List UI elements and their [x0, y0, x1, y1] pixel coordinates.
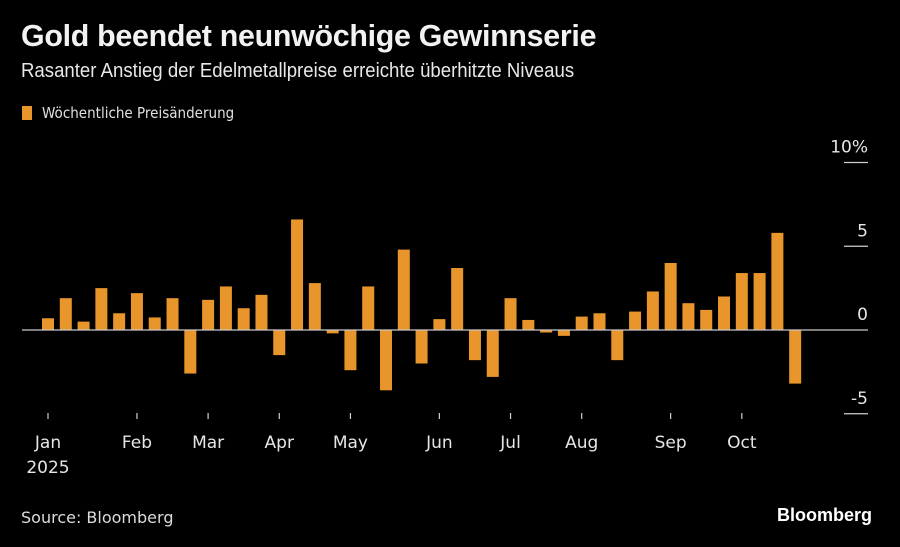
legend-label: Wöchentliche Preisänderung	[42, 104, 235, 122]
bar	[219, 286, 232, 330]
bar	[486, 330, 499, 377]
x-tick-label: Apr	[265, 433, 294, 453]
x-tick-label: Feb	[122, 433, 152, 453]
bloomberg-logo: Bloomberg	[776, 505, 872, 525]
x-axis: Jan 2025 Feb Mar Apr May Jun Jul Aug Sep Oct	[26, 413, 757, 478]
bar	[308, 283, 321, 330]
bar	[451, 268, 464, 330]
bar	[522, 319, 535, 330]
bar	[166, 298, 179, 330]
bar	[789, 330, 802, 384]
x-tick-label: Jun	[425, 433, 453, 453]
bar	[273, 330, 286, 356]
bar	[113, 313, 126, 330]
bar	[59, 298, 72, 330]
bar	[575, 316, 588, 330]
bar	[148, 317, 161, 330]
x-tick-label: Jan	[34, 433, 61, 453]
bar	[415, 330, 428, 364]
bar	[557, 330, 570, 336]
bar	[130, 293, 143, 330]
bar	[77, 321, 90, 330]
x-tick-sublabel: 2025	[26, 458, 69, 478]
chart-title: Gold beendet neunwöchige Gewinnserie	[21, 18, 597, 53]
bar	[237, 308, 250, 330]
x-tick-label: Jul	[499, 433, 521, 453]
bar	[433, 319, 446, 330]
legend-swatch	[22, 106, 32, 120]
source-note: Source: Bloomberg	[21, 508, 174, 527]
chart-subtitle: Rasanter Anstieg der Edelmetallpreise er…	[21, 60, 575, 82]
bar	[42, 318, 54, 330]
legend: Wöchentliche Preisänderung	[22, 104, 256, 122]
x-tick-label: Aug	[565, 433, 598, 453]
bar	[611, 330, 624, 361]
bar	[593, 313, 606, 330]
y-tick-label: 10%	[830, 138, 868, 158]
bar	[718, 296, 731, 330]
bar	[504, 298, 517, 330]
bar	[326, 330, 339, 334]
bar	[95, 288, 108, 330]
y-tick-label: -5	[851, 389, 868, 409]
bar	[771, 232, 784, 330]
bar	[202, 299, 215, 330]
bar	[646, 291, 659, 330]
bar	[682, 303, 695, 330]
bar	[255, 294, 268, 330]
bar	[291, 219, 304, 330]
bars-group	[42, 219, 802, 391]
y-tick-label: 5	[857, 221, 868, 241]
bar	[540, 330, 553, 333]
bar	[344, 330, 357, 371]
x-tick-label: May	[333, 433, 368, 453]
bar	[753, 273, 766, 330]
bar	[664, 263, 677, 330]
bar	[700, 309, 713, 330]
bar	[397, 249, 410, 330]
bar	[184, 330, 197, 374]
y-tick-label: 0	[857, 305, 868, 325]
bar	[629, 311, 642, 330]
x-tick-label: Oct	[727, 433, 757, 453]
y-axis: 10% 5 0 -5	[22, 138, 868, 415]
bar	[468, 330, 481, 361]
bar	[735, 273, 748, 330]
bar	[362, 286, 375, 330]
x-tick-label: Sep	[655, 433, 687, 453]
bar	[380, 330, 393, 391]
x-tick-label: Mar	[192, 433, 224, 453]
